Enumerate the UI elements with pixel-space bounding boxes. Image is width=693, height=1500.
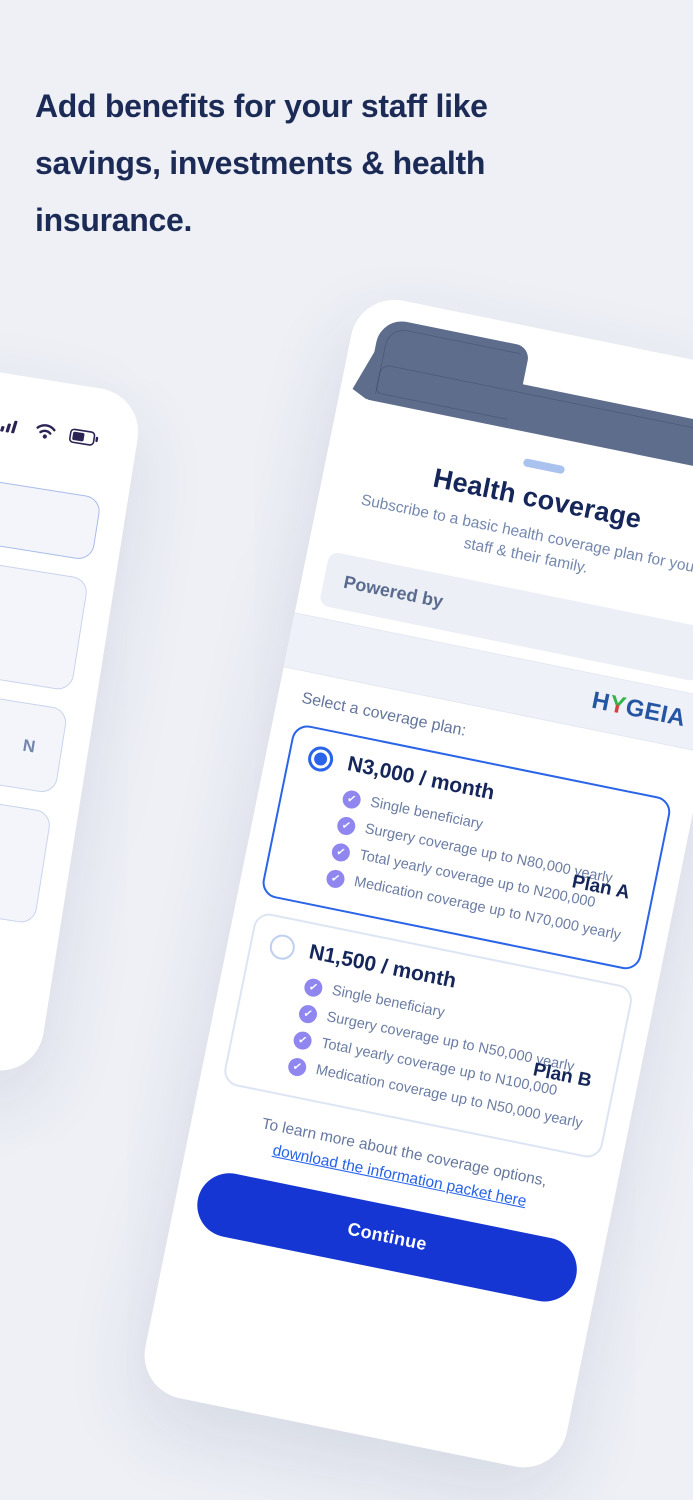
check-icon: ✓	[292, 1029, 314, 1052]
phone-top-bar	[365, 316, 693, 485]
check-icon: ✓	[324, 868, 347, 890]
check-icon: ✓	[297, 1003, 319, 1025]
input-field[interactable]	[0, 435, 102, 562]
page-title: Add benefits for your staff like savings…	[35, 88, 488, 238]
right-phone-mockup: Health coverage Subscribe to a basic hea…	[136, 292, 693, 1476]
radio-plan-b[interactable]	[267, 932, 298, 962]
hygeia-logo: HYGEIA	[589, 686, 689, 733]
check-icon: ✓	[330, 841, 352, 863]
radio-plan-a[interactable]	[305, 744, 336, 774]
currency-prefix: N	[21, 735, 37, 757]
signal-icon	[0, 416, 23, 440]
check-icon: ✓	[335, 815, 357, 837]
check-icon: ✓	[302, 976, 324, 999]
wifi-icon	[33, 421, 58, 446]
check-icon: ✓	[341, 788, 363, 811]
form-fields: N	[0, 435, 102, 925]
check-icon: ✓	[286, 1056, 308, 1078]
status-bar	[0, 366, 100, 452]
left-phone-mockup: N	[0, 325, 145, 1077]
battery-icon	[67, 427, 100, 452]
sheet-drag-handle[interactable]	[522, 458, 566, 475]
